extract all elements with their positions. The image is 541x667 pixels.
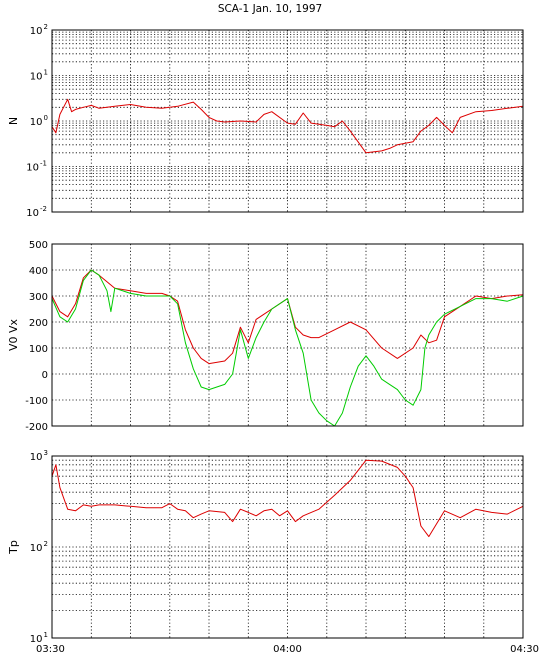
chart-title: SCA-1 Jan. 10, 1997 xyxy=(218,3,322,15)
y-tick-label: -100 xyxy=(25,396,48,407)
y-tick-label: 10 xyxy=(30,117,43,128)
y-tick-exponent: 1 xyxy=(44,631,48,639)
y-tick-label: -200 xyxy=(25,422,48,433)
axes-frame xyxy=(51,243,524,427)
y-tick-exponent: 3 xyxy=(44,449,48,457)
data-layer xyxy=(51,98,524,538)
y-axis-label: V0 Vx xyxy=(7,318,20,351)
y-tick-label: 10 xyxy=(30,452,43,463)
y-tick-exponent: -2 xyxy=(40,205,47,213)
y-tick-label: 400 xyxy=(29,266,48,277)
series-line-3-1 xyxy=(51,459,524,538)
axes-frame xyxy=(51,455,524,639)
axes-frame xyxy=(51,29,524,213)
y-tick-label: 0 xyxy=(42,370,48,381)
y-tick-label: 200 xyxy=(29,318,48,329)
y-tick-exponent: 0 xyxy=(44,114,48,122)
y-tick-label: 500 xyxy=(29,240,48,251)
series-line-1-1 xyxy=(51,98,524,154)
series-line-2-2 xyxy=(51,269,524,427)
y-tick-exponent: 1 xyxy=(44,69,48,77)
frame-layer xyxy=(51,29,524,639)
y-tick-exponent: 2 xyxy=(44,23,48,31)
x-tick-label: 04:00 xyxy=(273,644,302,655)
x-tick-label: 03:30 xyxy=(36,644,65,655)
y-tick-label: 300 xyxy=(29,292,48,303)
y-tick-exponent: 2 xyxy=(44,540,48,548)
x-tick-label: 04:30 xyxy=(510,644,539,655)
y-tick-label: 10 xyxy=(26,208,39,219)
y-axis-label: Tp xyxy=(7,540,20,555)
y-tick-label: 100 xyxy=(29,344,48,355)
y-tick-label: 10 xyxy=(30,543,43,554)
y-tick-label: 10 xyxy=(30,26,43,37)
y-tick-label: 10 xyxy=(30,634,43,645)
y-axis-label: N xyxy=(7,117,20,125)
y-tick-label: 10 xyxy=(26,163,39,174)
y-tick-exponent: -1 xyxy=(40,160,47,168)
y-tick-label: 10 xyxy=(30,72,43,83)
grid-layer xyxy=(52,30,523,638)
